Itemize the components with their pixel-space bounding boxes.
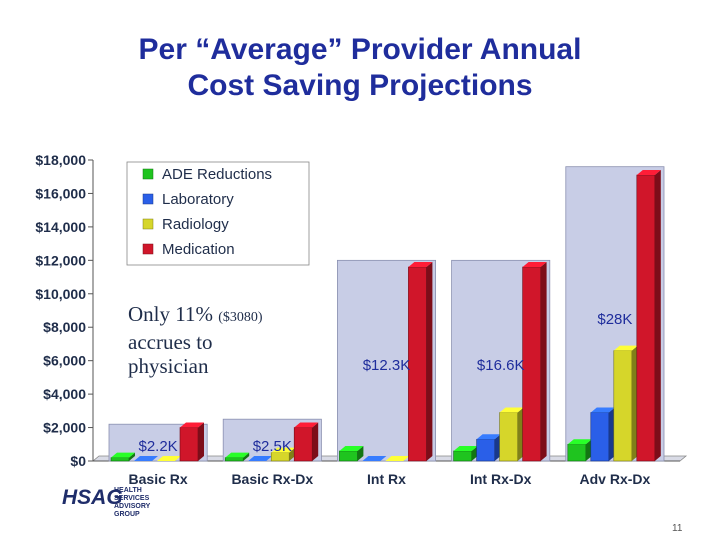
bar-medication [179, 427, 199, 462]
y-tick-label: $2,000 [43, 420, 86, 436]
bar-top [499, 407, 524, 413]
bar-top [636, 170, 661, 176]
callout-amount: ($3080) [218, 310, 263, 325]
hsag-logo: HSAG HEALTH SERVICES ADVISORY GROUP [62, 486, 150, 518]
legend-label: Laboratory [162, 191, 234, 208]
bar-top [385, 456, 410, 461]
logo-subtitle: HEALTH SERVICES ADVISORY GROUP [114, 487, 150, 519]
bar-top [453, 445, 478, 451]
bar-top [294, 422, 319, 428]
cost-savings-chart: $0 $2,000 $4,000 $6,000 $8,000 $10,000 $12,000… [35, 152, 688, 485]
slide-title-line-2: Cost Saving Projections [187, 69, 533, 102]
bar-side [494, 434, 501, 461]
callout-line-2: accrues to [128, 330, 213, 354]
bar-side [312, 422, 319, 461]
bar-ade-reductions [567, 443, 587, 462]
bar-top [567, 439, 592, 445]
bar-medication [522, 266, 541, 462]
logo-subtitle-line-2: ADVISORY GROUP [114, 503, 151, 518]
bar-side [517, 407, 524, 461]
y-tick-label: $4,000 [43, 386, 86, 402]
bar-ade-reductions [453, 450, 472, 462]
bar-top [476, 434, 501, 440]
page-number: 11 [672, 523, 683, 534]
bar-side [426, 262, 433, 461]
bar-side [198, 422, 204, 461]
bar-side [540, 262, 547, 461]
category-label: Basic Rx [129, 471, 188, 485]
bar-radiology [613, 350, 633, 462]
legend-swatch [142, 193, 154, 205]
bar-side [631, 345, 638, 461]
bar-laboratory [476, 438, 495, 462]
bar-top [134, 456, 158, 461]
y-tick-label: $16,000 [35, 185, 86, 201]
bar-top [613, 345, 638, 351]
logo-subtitle-line-1: HEALTH SERVICES [114, 487, 150, 502]
bar-side [357, 445, 364, 461]
bar-side [243, 452, 250, 461]
bar-medication [293, 427, 313, 462]
total-label: $16.6K [477, 357, 525, 374]
bar-medication [408, 266, 427, 462]
category-label: Adv Rx-Dx [580, 471, 651, 485]
bar-laboratory [590, 412, 610, 462]
callout-main-text: Only 11% [128, 302, 213, 326]
legend-swatch [142, 243, 154, 255]
legend-label: ADE Reductions [162, 166, 272, 183]
bar-top [271, 447, 296, 453]
legend-swatch [142, 168, 154, 180]
bar-radiology [499, 412, 518, 462]
y-tick-label: $18,000 [35, 152, 86, 168]
y-tick-label: $8,000 [43, 319, 86, 335]
physician-share-callout: Only 11% ($3080) accrues to physician [128, 302, 358, 378]
callout-line-3: physician [128, 354, 209, 378]
bar-top [339, 445, 364, 451]
bar-top [408, 262, 433, 268]
category-label: Basic Rx-Dx [231, 471, 313, 485]
legend-box [126, 161, 310, 266]
bar-top [362, 456, 387, 461]
logo-wordmark: HSAG [62, 486, 123, 509]
y-tick-label: $6,000 [43, 353, 86, 369]
y-tick-label: $12,000 [35, 252, 86, 268]
y-tick-label: $10,000 [35, 286, 86, 302]
bar-top [111, 452, 135, 458]
slide-title-line-1: Per “Average” Provider Annual [138, 33, 582, 66]
bar-side [471, 445, 478, 461]
bar-top [225, 452, 250, 458]
total-label: $28K [597, 311, 632, 328]
total-label: $12.3K [363, 357, 411, 374]
bar-side [129, 452, 135, 461]
bar-side [654, 170, 661, 462]
y-tick-label: $0 [70, 453, 86, 469]
bar-top [157, 456, 181, 461]
bar-ade-reductions [224, 457, 244, 462]
bar-top [522, 262, 547, 268]
y-tick-label: $14,000 [35, 219, 86, 235]
bar-side [585, 439, 592, 461]
bar-top [248, 456, 273, 461]
bar-side [608, 407, 615, 461]
legend-label: Radiology [162, 216, 229, 233]
bar-top [180, 422, 204, 428]
bar-ade-reductions [110, 457, 130, 462]
total-label: $2.5K [253, 438, 292, 455]
bar-ade-reductions [339, 450, 358, 462]
bar-top [590, 407, 615, 413]
legend-label: Medication [162, 241, 235, 258]
category-label: Int Rx-Dx [470, 471, 532, 485]
legend-swatch [142, 218, 154, 230]
bar-side [289, 447, 296, 461]
bar-medication [636, 174, 656, 462]
total-label: $2.2K [138, 438, 177, 455]
category-label: Int Rx [367, 471, 406, 485]
